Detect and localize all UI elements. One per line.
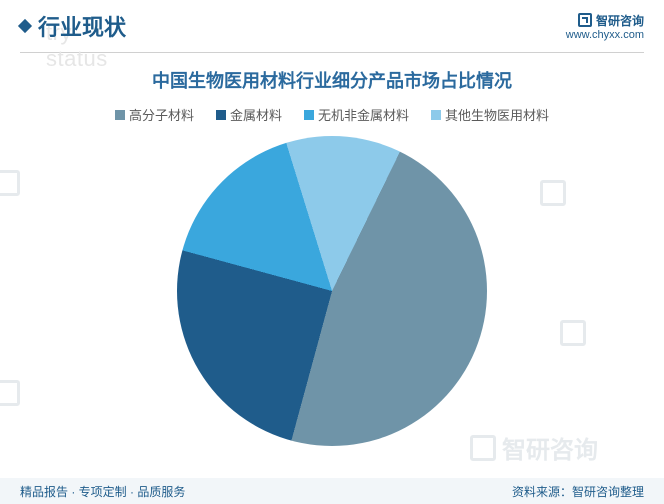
- legend-swatch-icon: [431, 110, 441, 120]
- legend-item: 其他生物医用材料: [431, 105, 549, 124]
- footer-right: 资料来源：智研咨询整理: [512, 483, 644, 500]
- legend-item: 金属材料: [216, 105, 282, 124]
- legend-swatch-icon: [216, 110, 226, 120]
- footer: 精品报告 · 专项定制 · 品质服务 资料来源：智研咨询整理: [0, 478, 664, 504]
- pie-chart: [177, 136, 487, 446]
- chart-legend: 高分子材料 金属材料 无机非金属材料 其他生物医用材料: [0, 105, 664, 124]
- chart-area: [0, 136, 664, 446]
- legend-item: 高分子材料: [115, 105, 194, 124]
- brand-logo-icon: [578, 13, 592, 27]
- header-brand: 智研咨询 www.chyxx.com: [566, 12, 644, 41]
- legend-label: 无机非金属材料: [318, 105, 409, 124]
- legend-label: 金属材料: [230, 105, 282, 124]
- footer-left: 精品报告 · 专项定制 · 品质服务: [20, 483, 185, 500]
- header: try status 行业现状 智研咨询 www.chyxx.com: [0, 0, 664, 48]
- legend-item: 无机非金属材料: [304, 105, 409, 124]
- header-left: try status 行业现状: [20, 10, 126, 42]
- diamond-bullet-icon: [18, 19, 32, 33]
- legend-label: 其他生物医用材料: [445, 105, 549, 124]
- brand-url: www.chyxx.com: [566, 29, 644, 41]
- brand-name: 智研咨询: [596, 12, 644, 29]
- header-title: 行业现状: [38, 10, 126, 42]
- legend-swatch-icon: [304, 110, 314, 120]
- brand-top: 智研咨询: [566, 12, 644, 29]
- legend-swatch-icon: [115, 110, 125, 120]
- legend-label: 高分子材料: [129, 105, 194, 124]
